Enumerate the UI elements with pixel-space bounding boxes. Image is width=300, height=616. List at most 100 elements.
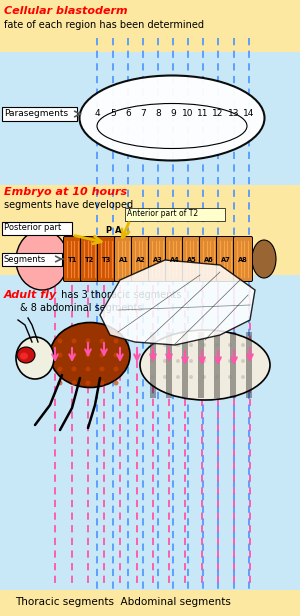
Ellipse shape bbox=[176, 343, 180, 347]
Ellipse shape bbox=[150, 359, 154, 363]
Text: 11: 11 bbox=[197, 108, 209, 118]
Ellipse shape bbox=[215, 375, 219, 379]
Ellipse shape bbox=[58, 367, 62, 371]
Text: P: P bbox=[105, 226, 111, 235]
Ellipse shape bbox=[202, 343, 206, 347]
Ellipse shape bbox=[100, 339, 104, 344]
Ellipse shape bbox=[71, 339, 76, 344]
Ellipse shape bbox=[189, 359, 193, 363]
Bar bbox=[246, 332, 252, 398]
Bar bbox=[150, 332, 156, 398]
Text: A8: A8 bbox=[238, 257, 248, 263]
Bar bbox=[0, 0, 300, 52]
Ellipse shape bbox=[241, 359, 245, 363]
Bar bbox=[0, 185, 300, 275]
Ellipse shape bbox=[71, 352, 76, 357]
Text: T3: T3 bbox=[102, 257, 112, 263]
Ellipse shape bbox=[100, 352, 104, 357]
Ellipse shape bbox=[215, 359, 219, 363]
Text: Cellular blastoderm: Cellular blastoderm bbox=[4, 6, 128, 16]
FancyBboxPatch shape bbox=[200, 237, 218, 282]
Ellipse shape bbox=[80, 76, 265, 161]
Ellipse shape bbox=[20, 352, 28, 360]
FancyBboxPatch shape bbox=[148, 237, 167, 282]
Ellipse shape bbox=[163, 359, 167, 363]
Text: 8: 8 bbox=[155, 108, 161, 118]
Text: Parasegments: Parasegments bbox=[4, 110, 68, 118]
Text: 13: 13 bbox=[228, 108, 240, 118]
Text: Thoracic segments  Abdominal segments: Thoracic segments Abdominal segments bbox=[15, 597, 231, 607]
Ellipse shape bbox=[85, 381, 91, 386]
Ellipse shape bbox=[58, 339, 62, 344]
Text: T1: T1 bbox=[68, 257, 78, 263]
Bar bbox=[2, 222, 72, 235]
Ellipse shape bbox=[228, 375, 232, 379]
Ellipse shape bbox=[100, 367, 104, 371]
Bar bbox=[125, 208, 225, 221]
Ellipse shape bbox=[85, 339, 91, 344]
Bar bbox=[2, 107, 77, 121]
FancyBboxPatch shape bbox=[217, 237, 236, 282]
Ellipse shape bbox=[16, 337, 54, 379]
Text: 12: 12 bbox=[212, 108, 224, 118]
Text: T2: T2 bbox=[85, 257, 95, 263]
FancyBboxPatch shape bbox=[98, 237, 116, 282]
FancyBboxPatch shape bbox=[131, 237, 151, 282]
Ellipse shape bbox=[241, 375, 245, 379]
Bar bbox=[214, 332, 220, 398]
Ellipse shape bbox=[140, 330, 270, 400]
Ellipse shape bbox=[113, 381, 119, 386]
Ellipse shape bbox=[100, 381, 104, 386]
Text: A3: A3 bbox=[153, 257, 163, 263]
Ellipse shape bbox=[228, 359, 232, 363]
Text: A1: A1 bbox=[119, 257, 129, 263]
Text: segments have developed: segments have developed bbox=[4, 200, 133, 210]
FancyBboxPatch shape bbox=[64, 237, 83, 282]
Ellipse shape bbox=[85, 367, 91, 371]
Ellipse shape bbox=[113, 352, 119, 357]
Ellipse shape bbox=[58, 381, 62, 386]
Ellipse shape bbox=[202, 359, 206, 363]
Ellipse shape bbox=[215, 343, 219, 347]
Text: Adult fly: Adult fly bbox=[4, 290, 57, 300]
Text: & 8 abdominal segments: & 8 abdominal segments bbox=[20, 303, 142, 313]
Text: Segments: Segments bbox=[4, 254, 46, 264]
Text: 10: 10 bbox=[182, 108, 194, 118]
Text: Embryo at 10 hours: Embryo at 10 hours bbox=[4, 187, 127, 197]
Ellipse shape bbox=[241, 343, 245, 347]
Text: A7: A7 bbox=[221, 257, 231, 263]
Ellipse shape bbox=[50, 323, 130, 387]
Ellipse shape bbox=[163, 375, 167, 379]
FancyBboxPatch shape bbox=[233, 237, 253, 282]
Bar bbox=[230, 332, 236, 398]
Ellipse shape bbox=[113, 367, 119, 371]
Text: 7: 7 bbox=[140, 108, 146, 118]
Text: 14: 14 bbox=[243, 108, 255, 118]
Ellipse shape bbox=[202, 375, 206, 379]
Text: A6: A6 bbox=[204, 257, 214, 263]
Text: fate of each region has been determined: fate of each region has been determined bbox=[4, 20, 204, 30]
Ellipse shape bbox=[71, 381, 76, 386]
Text: A: A bbox=[115, 226, 121, 235]
FancyBboxPatch shape bbox=[166, 237, 184, 282]
Bar bbox=[2, 253, 62, 266]
Text: 4: 4 bbox=[94, 108, 100, 118]
Ellipse shape bbox=[176, 359, 180, 363]
Ellipse shape bbox=[85, 352, 91, 357]
Polygon shape bbox=[100, 260, 255, 345]
Text: has 3 thoracic segments: has 3 thoracic segments bbox=[58, 290, 182, 300]
Ellipse shape bbox=[189, 343, 193, 347]
FancyBboxPatch shape bbox=[115, 237, 134, 282]
Ellipse shape bbox=[252, 240, 276, 278]
Ellipse shape bbox=[150, 375, 154, 379]
Bar bbox=[0, 590, 300, 616]
Bar bbox=[198, 332, 204, 398]
Text: Posterior part: Posterior part bbox=[4, 224, 61, 232]
FancyBboxPatch shape bbox=[80, 237, 100, 282]
Text: A5: A5 bbox=[187, 257, 197, 263]
Ellipse shape bbox=[113, 339, 119, 344]
Ellipse shape bbox=[189, 375, 193, 379]
Ellipse shape bbox=[150, 343, 154, 347]
Ellipse shape bbox=[228, 343, 232, 347]
Text: A2: A2 bbox=[136, 257, 146, 263]
